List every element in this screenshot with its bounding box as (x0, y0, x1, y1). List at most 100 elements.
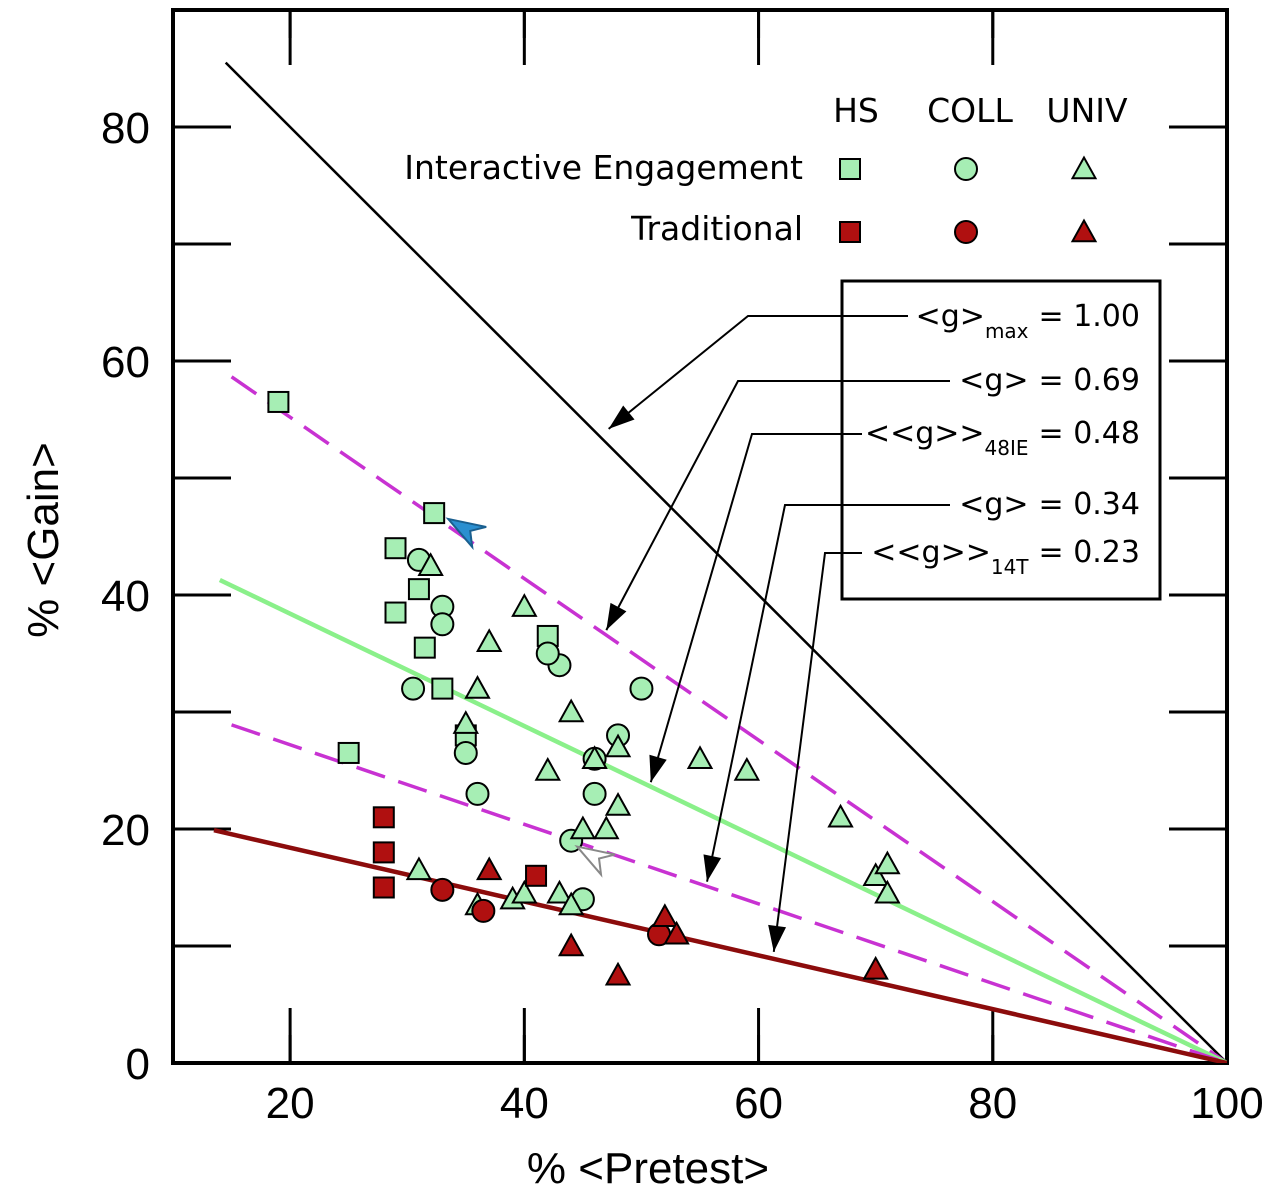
x-tick-label-100: 100 (1190, 1079, 1263, 1128)
legend-marker-trad-triangle (1070, 218, 1098, 243)
annotation-arrow-line-2 (649, 433, 862, 783)
legend-label-traditional: Traditional (630, 209, 803, 248)
point-triangle-2-1 (476, 628, 503, 652)
annotation-arrow-head-3 (703, 854, 722, 882)
point-triangle-2-13 (733, 756, 761, 781)
point-square-0-4 (407, 578, 430, 601)
annotation-arrow-head-4 (768, 924, 787, 952)
x-tick-label-20: 20 (266, 1079, 315, 1128)
highlight-arrow-0 (445, 517, 487, 551)
point-square-3-0 (372, 806, 395, 829)
annotation-arrows (605, 315, 950, 952)
annotation-arrow-line-1 (605, 380, 950, 631)
legend-label-interactive: Interactive Engagement (404, 148, 803, 187)
annotation-labels: <g>max = 1.00 <g> = 0.69 <<g>>48IE = 0.48 <… (865, 299, 1140, 579)
point-circle-1-4 (453, 740, 478, 765)
point-triangle-2-21 (511, 879, 538, 904)
point-triangle-2-4 (511, 593, 538, 617)
legend-marker-ie-triangle (1070, 155, 1098, 180)
point-triangle-2-17 (874, 879, 901, 904)
annotation-label-gmax: <g>max = 1.00 (916, 299, 1140, 343)
point-circle-1-10 (629, 676, 654, 701)
annotation-arrow-line-0 (608, 315, 908, 430)
legend-marker-ie-circle (954, 157, 978, 181)
legend: HS COLL UNIV Interactive Engagement Trad… (404, 91, 1128, 248)
point-square-0-6 (431, 677, 454, 700)
point-triangle-2-12 (686, 745, 714, 769)
point-triangle-2-5 (557, 698, 585, 723)
legend-header-hs: HS (833, 91, 879, 130)
gain-line-4 (213, 828, 1227, 1063)
y-tick-label-20: 20 (101, 806, 150, 855)
point-circle-1-5 (465, 781, 490, 806)
plot-frame (171, 8, 1229, 1065)
point-triangle-2-7 (569, 815, 597, 840)
x-tick-label-80: 80 (968, 1079, 1017, 1128)
y-tick-label-0: 0 (126, 1040, 150, 1089)
annotation-label-g034: <g> = 0.34 (959, 487, 1140, 522)
annotation-arrow-head-2 (649, 754, 667, 783)
gain-lines (213, 61, 1227, 1063)
highlight-arrows (445, 517, 616, 878)
point-triangle-5-4 (663, 920, 690, 945)
point-triangle-2-6 (534, 756, 561, 781)
point-circle-1-13 (535, 641, 560, 666)
y-tick-label-60: 60 (101, 338, 150, 387)
legend-header-coll: COLL (927, 91, 1013, 130)
axis-ticks: 20 40 60 80 100 0 20 40 60 80 (101, 10, 1264, 1128)
point-square-3-2 (372, 876, 395, 899)
annotation-arrow-line-3 (706, 504, 950, 882)
point-triangle-2-22 (546, 879, 573, 904)
point-triangle-2-16 (874, 850, 901, 875)
gain-line-1 (230, 375, 1227, 1063)
point-triangle-2-11 (593, 815, 620, 840)
point-triangle-2-14 (827, 803, 854, 828)
point-triangle-2-23 (557, 891, 585, 916)
annotation-arrow-line-4 (772, 552, 862, 952)
point-square-0-1 (423, 502, 446, 525)
point-triangle-2-18 (405, 856, 433, 881)
gain-line-2 (218, 577, 1227, 1063)
point-triangle-5-5 (862, 955, 889, 980)
point-triangle-2-9 (604, 733, 632, 758)
annotation-label-g069: <g> = 0.69 (959, 363, 1140, 398)
point-square-3-1 (372, 841, 395, 864)
annotation-box (840, 279, 1162, 601)
point-square-0-5 (413, 636, 436, 659)
gain-line-0 (224, 61, 1227, 1063)
point-square-0-9 (337, 741, 360, 764)
highlight-arrow-1 (574, 844, 616, 878)
point-circle-4-0 (430, 877, 455, 902)
point-circle-4-1 (471, 898, 496, 923)
point-circle-1-2 (430, 612, 455, 637)
point-triangle-2-3 (452, 710, 479, 734)
data-points (267, 390, 901, 986)
annotation-label-g48ie: <<g>>48IE = 0.48 (865, 416, 1140, 460)
point-triangle-2-8 (581, 745, 608, 769)
point-circle-1-3 (401, 676, 426, 701)
point-circle-1-8 (582, 781, 607, 806)
legend-marker-trad-circle (954, 220, 978, 244)
point-triangle-2-0 (417, 552, 444, 576)
y-tick-label-40: 40 (101, 572, 150, 621)
point-triangle-5-3 (651, 903, 679, 927)
point-square-3-3 (525, 864, 548, 887)
point-triangle-5-1 (557, 932, 585, 957)
x-tick-label-40: 40 (500, 1079, 549, 1128)
point-square-0-3 (384, 601, 407, 624)
y-axis-title: % <Gain> (19, 442, 68, 638)
annotation-label-g14t: <<g>>14T = 0.23 (871, 535, 1140, 579)
point-triangle-2-15 (862, 862, 889, 886)
point-square-0-0 (267, 390, 290, 413)
annotation-arrow-head-0 (608, 405, 635, 429)
point-square-0-2 (384, 537, 407, 560)
annotation-arrow-head-1 (606, 602, 627, 631)
legend-marker-trad-square (839, 221, 861, 243)
y-tick-label-80: 80 (101, 104, 150, 153)
x-tick-label-60: 60 (734, 1079, 783, 1128)
point-triangle-5-0 (476, 856, 503, 881)
point-triangle-5-2 (604, 961, 632, 986)
legend-marker-ie-square (839, 158, 861, 180)
x-axis-title: % <Pretest> (527, 1144, 769, 1193)
